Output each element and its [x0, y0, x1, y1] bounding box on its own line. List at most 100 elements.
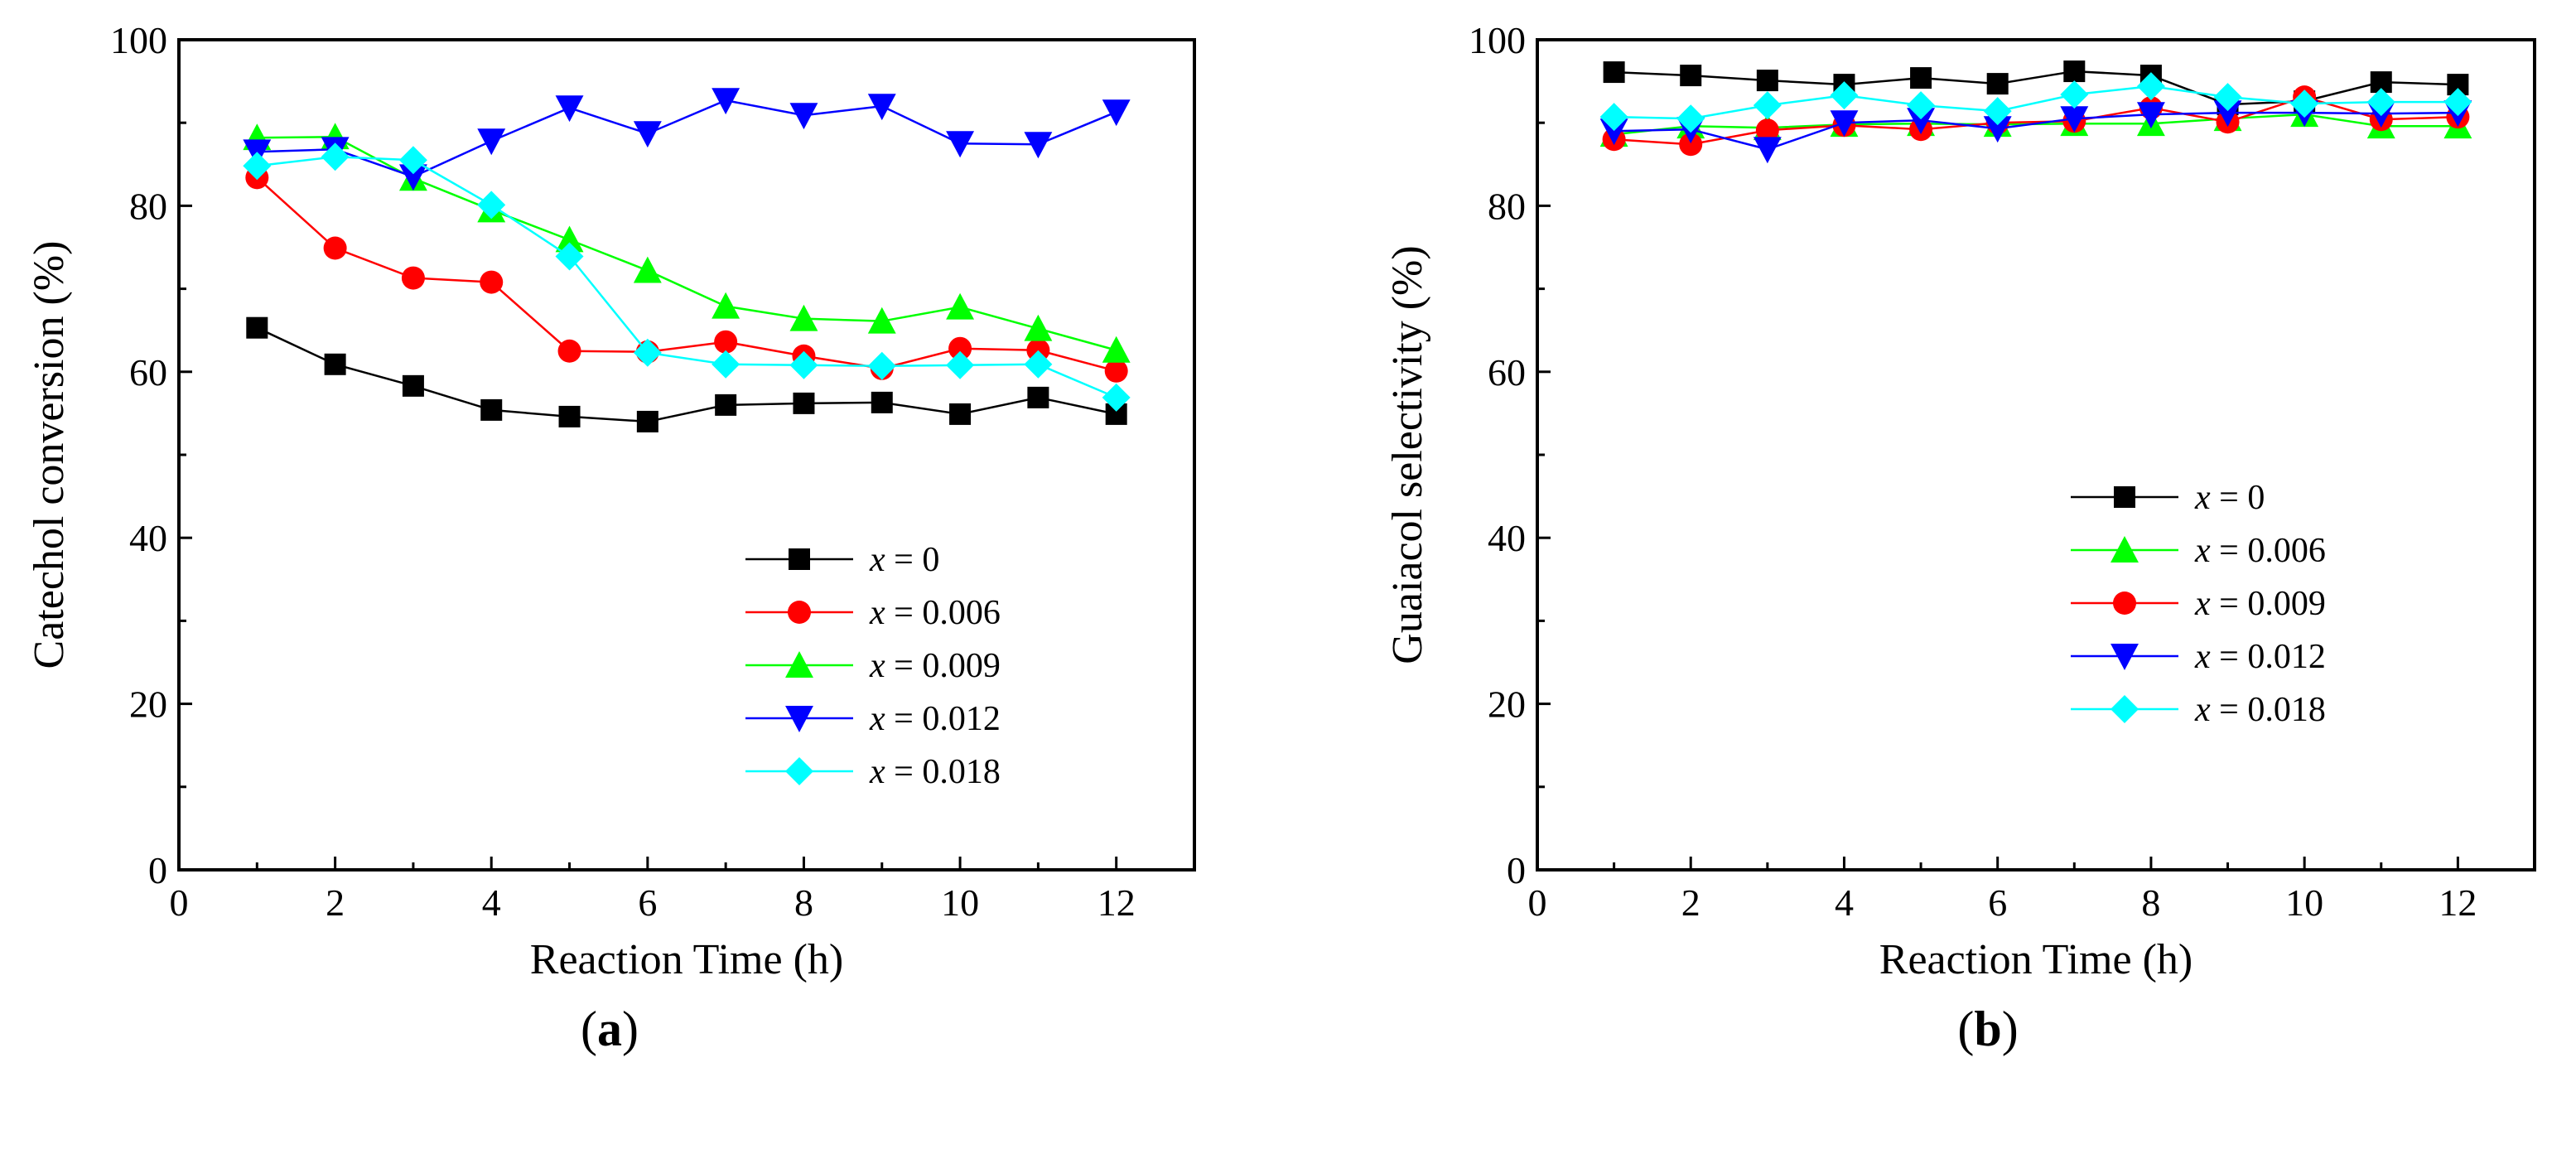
- legend-variable: x: [2194, 479, 2211, 517]
- data-point: [243, 152, 272, 181]
- data-point: [555, 225, 584, 253]
- data-point: [1910, 67, 1932, 89]
- y-tick-label: 20: [129, 683, 167, 726]
- data-point: [1024, 350, 1053, 379]
- data-point: [2213, 83, 2242, 112]
- data-point: [1680, 65, 1702, 87]
- data-point: [1104, 359, 1128, 383]
- data-point: [636, 410, 658, 432]
- series-line: [1614, 95, 2458, 146]
- legend-item: x = 0.009: [745, 647, 1001, 685]
- legend-label: x = 0.012: [869, 700, 1001, 738]
- legend-marker: [2110, 644, 2139, 670]
- data-point: [555, 242, 584, 271]
- y-tick-label: 0: [1507, 849, 1526, 891]
- data-point: [867, 94, 896, 121]
- x-tick-label: 6: [1988, 881, 2007, 924]
- legend-item: x = 0.006: [745, 594, 1001, 632]
- data-point: [789, 350, 818, 379]
- x-tick-label: 4: [482, 881, 501, 924]
- panel-letter: b: [1974, 1002, 2001, 1056]
- data-point: [1676, 104, 1705, 133]
- data-point: [555, 95, 584, 123]
- data-point: [324, 353, 346, 375]
- data-point: [1756, 70, 1778, 92]
- data-point: [398, 146, 427, 175]
- x-tick-label: 6: [638, 881, 657, 924]
- legend-item: x = 0: [2071, 479, 2265, 517]
- legend-value: = 0.018: [2211, 691, 2326, 729]
- data-point: [633, 256, 662, 283]
- data-point: [633, 338, 662, 367]
- data-point: [2136, 102, 2165, 129]
- data-point: [1027, 386, 1049, 408]
- legend-item: x = 0.018: [745, 753, 1001, 791]
- data-point: [946, 350, 975, 379]
- x-tick-label: 2: [326, 881, 345, 924]
- legend-variable: x: [2194, 585, 2211, 623]
- legend-variable: x: [869, 700, 885, 738]
- legend-variable: x: [869, 647, 885, 685]
- legend-label: x = 0.018: [2194, 691, 2326, 729]
- data-point: [948, 336, 972, 360]
- y-tick-label: 0: [148, 849, 167, 891]
- series-line: [1614, 111, 2458, 151]
- data-point: [1983, 116, 2012, 143]
- legend-value: = 0.012: [2211, 638, 2326, 676]
- data-point: [1753, 91, 1782, 120]
- data-point: [557, 339, 581, 363]
- legend-marker: [785, 757, 813, 785]
- data-point: [1830, 110, 1859, 138]
- legend-variable: x: [2194, 532, 2211, 570]
- legend-variable: x: [869, 594, 885, 632]
- legend-marker: [2110, 536, 2139, 563]
- data-point: [1986, 73, 2009, 95]
- data-point: [1983, 97, 2012, 126]
- data-point: [2443, 88, 2472, 117]
- data-point: [2060, 80, 2089, 109]
- data-point: [793, 392, 815, 414]
- legend-item: x = 0: [745, 541, 939, 579]
- data-point: [714, 330, 738, 354]
- legend-label: x = 0.012: [2194, 638, 2326, 676]
- legend-marker: [788, 601, 811, 624]
- data-point: [398, 164, 427, 191]
- legend-value: = 0.012: [885, 700, 1001, 738]
- series-line: [257, 99, 1117, 178]
- y-tick-label: 80: [129, 185, 167, 227]
- x-axis-title: Reaction Time (h): [1879, 936, 2192, 983]
- series-4: [1599, 72, 2472, 133]
- data-point: [2063, 60, 2086, 83]
- legend-item: x = 0.018: [2071, 691, 2326, 729]
- data-point: [789, 304, 818, 331]
- y-tick-label: 20: [1488, 683, 1526, 726]
- y-axis-title: Guaiacol selectivity (%): [1384, 245, 1431, 664]
- y-tick-label: 60: [1488, 351, 1526, 394]
- data-point: [321, 142, 350, 171]
- data-point: [477, 191, 506, 220]
- data-point: [633, 121, 662, 148]
- x-tick-label: 10: [941, 881, 979, 924]
- series-3: [1599, 100, 2472, 164]
- x-tick-label: 8: [2141, 881, 2160, 924]
- panel-label: (a): [581, 1002, 639, 1056]
- x-tick-label: 12: [2439, 881, 2477, 924]
- legend-marker: [2110, 695, 2139, 723]
- legend-item: x = 0.009: [2071, 585, 2326, 623]
- legend-label: x = 0.009: [2194, 585, 2326, 623]
- data-point: [712, 292, 740, 319]
- legend-value: = 0.006: [2211, 532, 2326, 570]
- data-point: [477, 128, 506, 156]
- series-line: [256, 326, 1117, 423]
- data-point: [867, 351, 896, 380]
- data-point: [1102, 99, 1131, 127]
- series-line: [257, 135, 1117, 351]
- legend-value: = 0: [885, 541, 940, 579]
- y-tick-label: 100: [1469, 19, 1526, 61]
- legend-value: = 0.009: [2211, 585, 2326, 623]
- series-0: [246, 316, 1127, 432]
- data-point: [1599, 103, 1628, 132]
- data-point: [1603, 61, 1625, 84]
- data-point: [1679, 133, 1703, 157]
